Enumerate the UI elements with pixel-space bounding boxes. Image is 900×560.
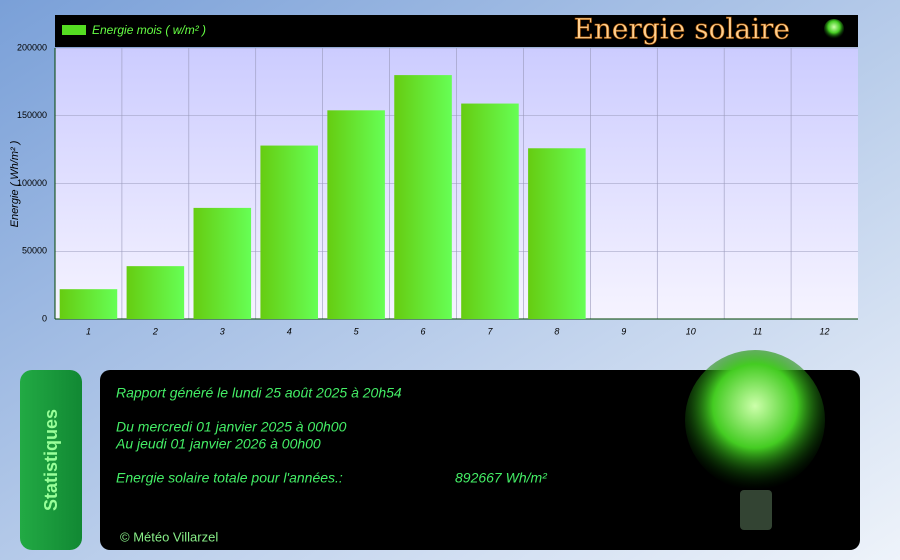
x-tick-label: 12 xyxy=(820,326,830,336)
x-tick-label: 4 xyxy=(287,326,292,336)
x-tick-label: 7 xyxy=(487,326,493,336)
x-tick-label: 8 xyxy=(554,326,559,336)
x-tick-label: 3 xyxy=(220,326,225,336)
bar xyxy=(461,103,519,320)
bar xyxy=(528,148,586,319)
bar xyxy=(260,145,318,319)
stats-total: 892667 Wh/m² xyxy=(455,470,548,486)
bar xyxy=(126,266,185,319)
x-tick-label: 5 xyxy=(354,326,360,336)
stats-footer: © Météo Villarzel xyxy=(120,529,218,544)
y-axis-label: Energie ( Wh/m² ) xyxy=(9,140,21,227)
x-tick-label: 6 xyxy=(421,326,426,336)
y-tick-label: 0 xyxy=(42,313,47,323)
bulb-image xyxy=(685,350,825,490)
bar xyxy=(193,207,252,319)
stats-title: Statistiques xyxy=(41,409,61,511)
legend-label: Energie mois ( w/m² ) xyxy=(92,23,206,37)
stats-line: Du mercredi 01 janvier 2025 à 00h00 xyxy=(116,419,347,435)
bar xyxy=(327,110,385,319)
bar xyxy=(394,75,452,319)
stats-tab xyxy=(20,370,82,550)
chart-title: Energie solaire xyxy=(573,13,790,46)
legend-swatch xyxy=(62,25,86,35)
stats-panel xyxy=(100,370,860,550)
y-tick-label: 150000 xyxy=(17,110,47,120)
x-tick-label: 9 xyxy=(621,326,626,336)
bulb-icon xyxy=(824,19,844,39)
y-tick-label: 100000 xyxy=(17,178,47,188)
stats-line: Rapport généré le lundi 25 août 2025 à 2… xyxy=(116,385,402,401)
y-tick-label: 50000 xyxy=(22,246,47,256)
stats-line: Energie solaire totale pour l'années.: xyxy=(116,470,343,486)
bar xyxy=(59,289,118,319)
chart-header xyxy=(55,15,858,47)
x-tick-label: 1 xyxy=(86,326,91,336)
bulb-base xyxy=(740,490,772,530)
y-tick-label: 200000 xyxy=(17,42,47,52)
stats-line: Au jeudi 01 janvier 2026 à 00h00 xyxy=(115,436,321,452)
x-tick-label: 2 xyxy=(152,326,158,336)
x-tick-label: 10 xyxy=(686,326,696,336)
x-tick-label: 11 xyxy=(753,326,762,336)
